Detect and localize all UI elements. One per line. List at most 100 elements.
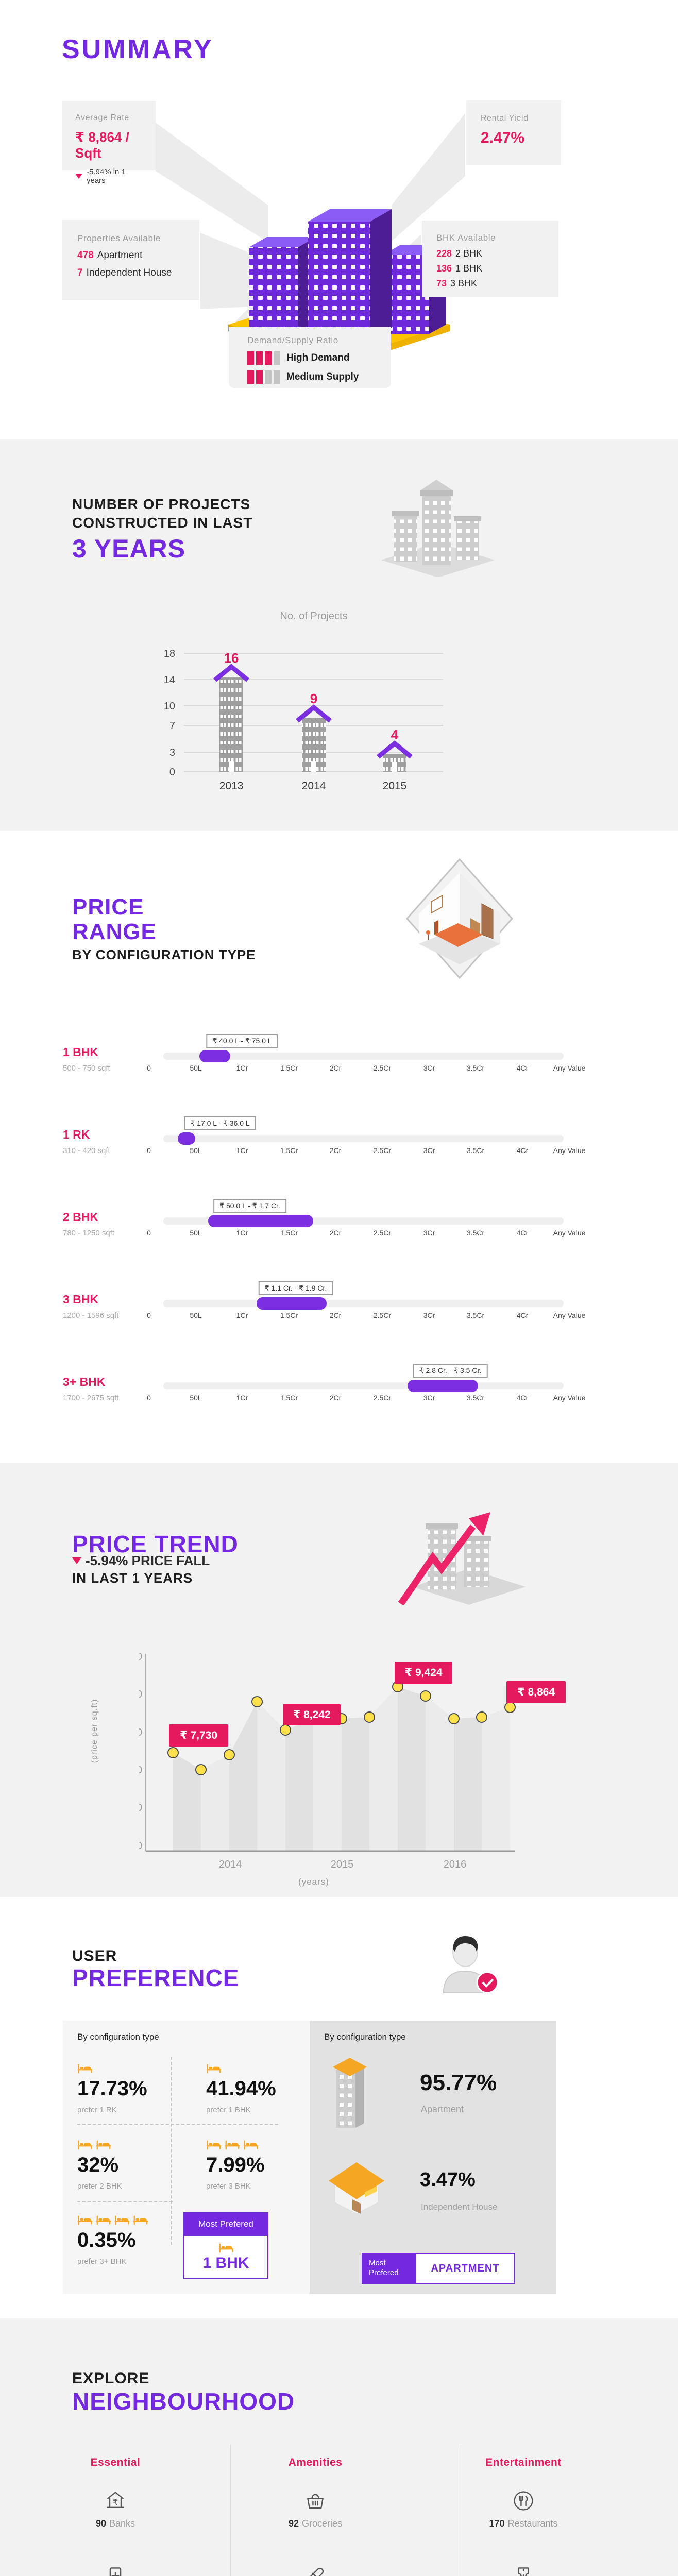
demand-meter xyxy=(247,351,280,365)
range-tooltip: ₹ 50.0 L - ₹ 1.7 Cr. xyxy=(213,1199,286,1213)
bedroom-illustration xyxy=(405,858,514,979)
neighbourhood-item: 90 Banks xyxy=(95,2518,135,2529)
demand-supply-card: Demand/Supply Ratio High Demand Medium S… xyxy=(229,327,391,388)
price-slider-track xyxy=(163,1132,564,1145)
pref-caption: prefer 2 BHK xyxy=(77,2182,122,2191)
price-range-row-3bhk: ₹ 1.1 Cr. - ₹ 1.9 Cr. 3 BHK 1200 - 1596 … xyxy=(0,1280,678,1327)
config-sqft-label: 500 - 750 sqft xyxy=(63,1064,110,1073)
projects-heading-highlight: 3 YEARS xyxy=(72,534,186,563)
svg-text:2014: 2014 xyxy=(219,1859,242,1870)
supply-row: Medium Supply xyxy=(247,370,372,384)
down-triangle-icon xyxy=(72,1557,81,1564)
svg-text:3: 3 xyxy=(170,747,175,758)
divider xyxy=(77,2124,278,2125)
pref-percent: 17.73% xyxy=(77,2077,147,2100)
config-type-label: 3 BHK xyxy=(63,1293,99,1306)
pref-percent: 41.94% xyxy=(206,2077,276,2100)
pref-right-heading: By configuration type xyxy=(324,2032,406,2042)
price-slider-range-handle[interactable] xyxy=(177,1132,196,1145)
trend-point-label: ₹ 9,424 xyxy=(395,1662,452,1684)
apartment-count: 478 xyxy=(77,250,94,261)
svg-text:5000: 5000 xyxy=(139,1840,142,1852)
house-percent: 3.47% xyxy=(420,2169,476,2191)
apartment-percent: 95.77% xyxy=(420,2070,497,2095)
price-trend-area-chart: 10000 9000 8000 7000 6000 5000 2014 2015… xyxy=(139,1651,516,1887)
gray-building-illustration xyxy=(381,480,495,577)
demand-supply-label: Demand/Supply Ratio xyxy=(247,335,338,345)
svg-text:14: 14 xyxy=(164,674,175,686)
bhk-label: BHK Available xyxy=(436,233,496,243)
divider xyxy=(77,2201,173,2202)
neighbourhood-title2: NEIGHBOURHOOD xyxy=(72,2388,295,2415)
bar-year-label: 2014 xyxy=(302,780,326,792)
price-slider-track xyxy=(163,1297,564,1310)
rental-yield-value: 2.47% xyxy=(481,129,525,146)
badge-value: APARTMENT xyxy=(416,2254,514,2283)
demand-level-label: High Demand xyxy=(286,352,350,363)
bhk1-label: 1 BHK xyxy=(455,263,483,274)
bhk-available-card: BHK Available 228 2 BHK 136 1 BHK 73 3 BHK xyxy=(422,221,558,297)
config-sqft-label: 310 - 420 sqft xyxy=(63,1146,110,1155)
house-count: 7 xyxy=(77,267,83,278)
user-check-icon xyxy=(443,1936,499,1994)
svg-text:10: 10 xyxy=(164,701,175,712)
most-preferred-card: Most Prefered 1 BHK xyxy=(183,2212,268,2279)
neighbourhood-title1: EXPLORE xyxy=(72,2370,150,2387)
neighbourhood-item: 92 Groceries xyxy=(288,2518,343,2529)
pref-caption: prefer 1 BHK xyxy=(206,2106,251,2114)
pref-by-config-panel: By configuration type 17.73% prefer 1 RK… xyxy=(63,2021,310,2294)
pref-caption: prefer 3+ BHK xyxy=(77,2257,127,2266)
rental-yield-card: Rental Yield 2.47% xyxy=(466,100,561,165)
independent-house-icon xyxy=(329,2162,384,2214)
config-sqft-label: 1700 - 2675 sqft xyxy=(63,1394,119,1402)
bhk-row: 73 3 BHK xyxy=(436,278,544,289)
svg-text:9000: 9000 xyxy=(139,1689,142,1700)
price-slider-range-handle[interactable] xyxy=(208,1215,314,1227)
supply-level-label: Medium Supply xyxy=(286,371,359,382)
price-slider-range-handle[interactable] xyxy=(407,1380,478,1392)
projects-bar-chart: No. of Projects 18 14 10 7 3 0 16 2013 9… xyxy=(164,611,443,792)
most-preferred-label: Most Prefered xyxy=(183,2212,268,2236)
svg-text:18: 18 xyxy=(164,648,175,659)
properties-available-card: Properties Available 478 Apartment 7 Indep… xyxy=(62,220,199,300)
svg-text:0: 0 xyxy=(170,767,175,778)
config-type-label: 3+ BHK xyxy=(63,1375,106,1388)
trend-xlabel: (years) xyxy=(298,1877,329,1887)
price-slider-range-handle[interactable] xyxy=(199,1050,230,1062)
pref-left-heading: By configuration type xyxy=(77,2032,159,2042)
pref-cell-3bhk: 7.99% prefer 3 BHK xyxy=(206,2137,309,2191)
svg-text:7000: 7000 xyxy=(139,1765,142,1776)
trend-ylabel: (price per sq.ft) xyxy=(90,1699,99,1764)
bed-icon xyxy=(206,2061,309,2074)
pref-cell-1bhk: 41.94% prefer 1 BHK xyxy=(206,2061,309,2114)
trend-xticks: 2014 2015 2016 xyxy=(219,1859,467,1870)
price-slider-range-handle[interactable] xyxy=(257,1297,327,1310)
price-range-row-3plus-bhk: ₹ 2.8 Cr. - ₹ 3.5 Cr. 3+ BHK 1700 - 2675… xyxy=(0,1363,678,1409)
config-type-label: 1 BHK xyxy=(63,1045,99,1059)
bar-2015: 4 2015 xyxy=(377,727,413,792)
trend-point-label: ₹ 8,864 xyxy=(506,1681,566,1703)
pref-percent: 7.99% xyxy=(206,2154,265,2176)
trend-point-label: ₹ 8,242 xyxy=(283,1704,341,1725)
price-range-row-2bhk: ₹ 50.0 L - ₹ 1.7 Cr. 2 BHK 780 - 1250 sq… xyxy=(0,1198,678,1244)
trend-point-label: ₹ 7,730 xyxy=(169,1724,228,1747)
config-sqft-label: 780 - 1250 sqft xyxy=(63,1229,115,1238)
column-title: Essential xyxy=(90,2456,141,2468)
most-preferred-value: 1 BHK xyxy=(202,2254,249,2272)
column-title: Entertainment xyxy=(485,2456,562,2468)
pref-percent: 0.35% xyxy=(77,2229,136,2251)
price-trend-title: PRICE TREND xyxy=(72,1531,239,1557)
pref-cell-2bhk: 32% prefer 2 BHK xyxy=(77,2137,180,2191)
projects-heading-line2: CONSTRUCTED IN LAST xyxy=(72,515,253,531)
price-slider-track xyxy=(163,1050,564,1062)
column-div xyxy=(230,2445,231,2576)
bed-icon xyxy=(218,2243,233,2253)
pref-caption: prefer 1 RK xyxy=(77,2106,117,2114)
svg-text:2015: 2015 xyxy=(331,1859,354,1870)
bhk3-label: 3 BHK xyxy=(450,278,478,289)
range-tooltip: ₹ 2.8 Cr. - ₹ 3.5 Cr. xyxy=(413,1364,488,1378)
badge-label: Most Prefered xyxy=(363,2254,416,2283)
svg-text:8000: 8000 xyxy=(139,1727,142,1738)
